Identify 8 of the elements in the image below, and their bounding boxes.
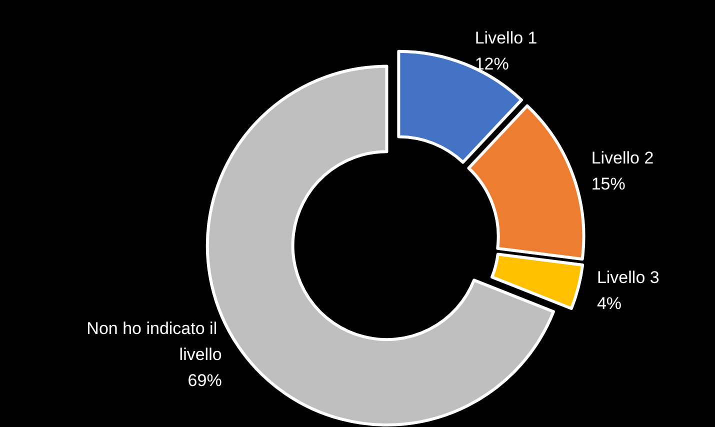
data-label: 4% [596, 294, 622, 314]
data-label: 12% [474, 54, 509, 74]
data-label: 69% [188, 370, 222, 390]
slice-label: Livello 2 [591, 148, 654, 168]
data-label: 15% [591, 174, 626, 194]
slice-label: Non ho indicato il livello [86, 318, 222, 364]
slice-label: Livello 3 [596, 268, 660, 288]
slice-label: Livello 1 [474, 28, 538, 48]
